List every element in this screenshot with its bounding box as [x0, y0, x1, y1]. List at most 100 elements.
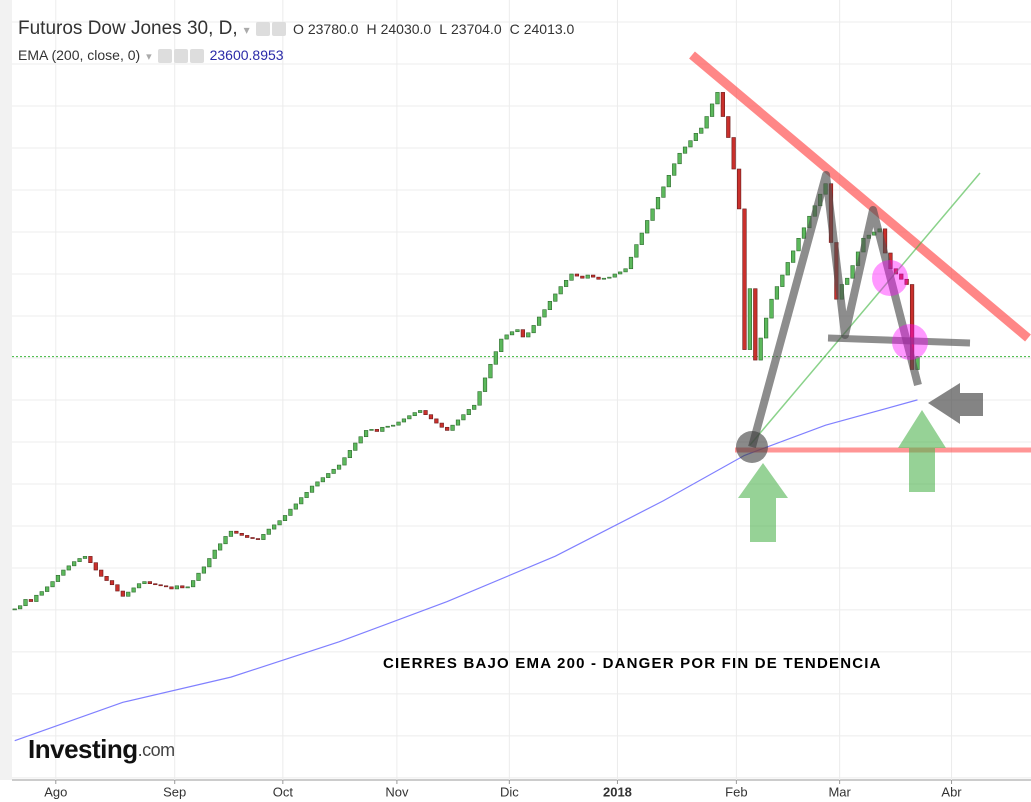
candle	[580, 275, 585, 279]
candle	[769, 298, 774, 319]
candle	[396, 421, 401, 426]
x-tick-label: Oct	[273, 784, 294, 799]
candle	[845, 277, 850, 285]
candle	[558, 286, 563, 295]
x-tick-label: 2018	[603, 784, 632, 799]
candle	[547, 300, 552, 310]
candle	[785, 262, 790, 276]
candle	[136, 583, 142, 589]
candle	[207, 558, 212, 568]
candle	[536, 316, 542, 326]
candle	[477, 391, 482, 406]
candle	[369, 429, 374, 431]
candle	[55, 574, 61, 582]
icon[interactable]	[255, 21, 270, 36]
candle	[228, 530, 234, 537]
candle	[753, 288, 758, 361]
candle	[488, 363, 493, 379]
candle	[293, 503, 298, 510]
candle	[699, 127, 704, 134]
icon[interactable]	[173, 49, 188, 64]
candle	[304, 492, 309, 498]
candle	[715, 92, 720, 105]
candle	[655, 197, 661, 210]
neckline	[827, 334, 971, 347]
candle	[758, 337, 763, 361]
trendline-green	[749, 172, 981, 446]
candle	[401, 418, 407, 423]
ohlc: O 23780.0 H 24030.0 L 23704.0 C 24013.0	[293, 21, 582, 37]
candle	[196, 572, 201, 581]
candle	[461, 414, 466, 421]
circle	[892, 324, 928, 360]
candle	[174, 585, 179, 590]
candle	[585, 274, 590, 279]
candle	[250, 537, 255, 539]
candle	[223, 536, 228, 545]
candle	[472, 404, 477, 410]
circle	[736, 431, 768, 463]
candle	[688, 140, 693, 148]
candle	[726, 116, 731, 138]
candle	[466, 409, 471, 415]
candle	[347, 450, 352, 459]
candle	[796, 238, 801, 252]
candle	[353, 442, 358, 451]
icon[interactable]	[157, 49, 172, 64]
candle	[482, 377, 488, 392]
candle	[434, 418, 439, 424]
candle	[774, 286, 780, 300]
candle	[163, 585, 169, 588]
candle	[12, 608, 17, 611]
annotation: CIERRES BAJO EMA 200 - DANGER POR FIN DE…	[383, 655, 882, 672]
ema-line	[14, 399, 918, 742]
candle	[34, 594, 39, 602]
candle	[601, 277, 607, 280]
candle	[618, 271, 623, 275]
candle	[18, 605, 23, 610]
candle	[445, 426, 450, 431]
candle	[720, 92, 725, 117]
candle	[109, 580, 115, 586]
candle	[423, 410, 428, 415]
candle	[88, 556, 93, 563]
icon[interactable]	[189, 49, 204, 64]
candle	[66, 565, 71, 571]
candle	[288, 508, 293, 516]
candle	[407, 415, 412, 420]
candle	[104, 576, 109, 581]
candle	[672, 163, 677, 176]
arrow-left	[928, 383, 983, 424]
candle	[142, 581, 147, 584]
circle	[872, 260, 908, 296]
dropdown[interactable]: ▾	[146, 51, 152, 63]
candle	[363, 430, 369, 438]
candle	[39, 591, 44, 596]
candle	[342, 457, 347, 466]
icon[interactable]	[271, 21, 286, 36]
candle	[272, 524, 277, 530]
candle	[126, 591, 131, 597]
arrow-up	[898, 410, 946, 492]
ohlc-key: C	[509, 21, 520, 37]
candle	[315, 481, 320, 487]
x-tick-label: Ago	[44, 784, 67, 799]
candle	[677, 152, 682, 165]
ohlc-value: 23780.0	[307, 21, 359, 37]
candle	[736, 168, 742, 210]
candle	[61, 569, 66, 576]
candle	[391, 424, 396, 427]
candle	[320, 477, 325, 483]
ohlc-value: 23704.0	[451, 21, 502, 37]
dropdown[interactable]: ▾	[243, 23, 250, 37]
candle	[904, 278, 909, 285]
candle	[693, 133, 698, 141]
candle	[428, 414, 434, 420]
candle	[607, 276, 612, 279]
candle	[682, 146, 688, 154]
candle	[439, 422, 444, 428]
candle	[212, 549, 217, 559]
logo-suffix: .com	[138, 740, 175, 760]
